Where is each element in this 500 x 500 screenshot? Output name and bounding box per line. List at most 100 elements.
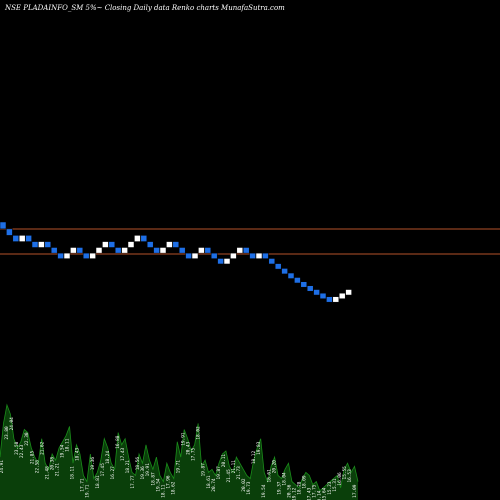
- renko-brick: [242, 247, 250, 254]
- volume-label: 20.74: [211, 478, 217, 492]
- renko-brick: [313, 289, 320, 296]
- renko-brick: [338, 292, 346, 299]
- renko-brick: [153, 247, 160, 254]
- volume-label: 17.75: [191, 447, 197, 461]
- volume-panel: [0, 403, 359, 500]
- renko-brick: [102, 241, 109, 248]
- volume-label: 23.58: [14, 441, 20, 455]
- volume-label: 18.11: [65, 438, 71, 452]
- volume-label: 18.04: [281, 472, 287, 486]
- renko-brick: [44, 241, 52, 248]
- renko-brick: [326, 296, 333, 303]
- renko-brick: [300, 281, 308, 288]
- renko-brick: [89, 252, 96, 259]
- volume-label: 19.91: [181, 432, 187, 446]
- volume-label: 21.21: [54, 463, 60, 477]
- renko-brick: [70, 247, 77, 254]
- volume-label: 23.80: [4, 426, 10, 440]
- renko-brick: [82, 252, 90, 259]
- volume-label: 17.43: [307, 487, 313, 500]
- volume-label: 17.43: [120, 447, 126, 461]
- volume-label: 20.20: [271, 460, 277, 474]
- volume-label: 21.11: [231, 460, 237, 474]
- renko-brick: [127, 241, 135, 248]
- volume-label: 18.09: [302, 475, 308, 489]
- volume-label: 18.43: [75, 447, 81, 461]
- renko-brick: [108, 241, 116, 248]
- renko-brick: [31, 241, 39, 248]
- volume-label: 17.45: [100, 463, 106, 477]
- renko-brick: [12, 235, 20, 242]
- volume-area: [0, 405, 358, 500]
- volume-label: 20.11: [221, 454, 227, 468]
- volume-label: 19.54: [261, 484, 267, 498]
- renko-brick: [172, 241, 180, 248]
- renko-brick: [294, 277, 301, 284]
- chart-title: NSE PLADAINFO_SM 5%~ Closing Daily data …: [4, 4, 285, 12]
- renko-brick: [210, 252, 218, 259]
- volume-label: 19.54: [60, 444, 66, 458]
- renko-brick: [134, 235, 141, 242]
- volume-label: 18.24: [105, 451, 111, 465]
- renko-brick: [287, 272, 295, 279]
- renko-brick: [306, 285, 314, 292]
- volume-label: 20.56: [286, 484, 292, 498]
- volume-label: 19.71: [176, 460, 182, 474]
- renko-brick: [166, 241, 173, 248]
- volume-label: 24.04: [9, 417, 15, 431]
- volume-label: 16.14: [317, 490, 323, 500]
- volume-label: 15.64: [322, 487, 328, 500]
- volume-label: 15.31: [332, 478, 338, 492]
- volume-label: 19.91: [145, 463, 151, 477]
- volume-label: 16.88: [115, 435, 121, 449]
- renko-brick: [319, 292, 327, 299]
- renko-bricks: [0, 221, 352, 303]
- volume-label: 22.58: [34, 460, 40, 474]
- renko-brick: [191, 252, 199, 259]
- volume-label: 18.61: [266, 469, 272, 483]
- volume-label: 17.71: [80, 478, 86, 492]
- volume-label: 19.37: [276, 481, 282, 495]
- volume-label: 19.12: [291, 487, 297, 500]
- renko-brick: [18, 235, 26, 242]
- volume-label: 21.73: [236, 466, 242, 480]
- renko-brick: [50, 247, 58, 254]
- volume-label: 17.09: [352, 484, 358, 498]
- renko-brick: [236, 247, 244, 254]
- renko-brick: [159, 247, 167, 254]
- renko-brick: [198, 247, 205, 254]
- renko-brick: [25, 235, 32, 242]
- volume-label: 21.85: [29, 451, 35, 465]
- volume-line: [0, 403, 359, 492]
- volume-label: 24.91: [0, 460, 5, 474]
- renko-brick: [114, 247, 122, 254]
- volume-label: 19.36: [90, 457, 96, 471]
- volume-label: 17.75: [312, 484, 318, 498]
- volume-label: 20.02: [241, 478, 247, 492]
- volume-label: 21.48: [44, 466, 50, 480]
- volume-label: 20.38: [49, 457, 55, 471]
- volume-label: 19.83: [256, 441, 262, 455]
- volume-label: 15.55: [342, 466, 348, 480]
- volume-label: 22.30: [24, 432, 30, 446]
- volume-label: 19.36: [140, 466, 146, 480]
- volume-label: 18.56: [135, 457, 141, 471]
- volume-label: 18.81: [95, 475, 101, 489]
- volume-label: 18.61: [206, 475, 212, 489]
- renko-brick: [204, 247, 212, 254]
- volume-label: 18.87: [150, 472, 156, 486]
- volume-label: 21.62: [39, 441, 45, 455]
- volume-label: 19.87: [216, 466, 222, 480]
- renko-brick: [57, 252, 64, 259]
- renko-brick: [178, 247, 186, 254]
- renko-brick: [0, 221, 7, 230]
- renko-brick: [332, 296, 340, 303]
- renko-brick: [223, 258, 231, 265]
- volume-label: 19.87: [201, 463, 207, 477]
- volume-label: 16.27: [110, 466, 116, 480]
- renko-brick: [230, 252, 237, 259]
- volume-label: 16.53: [347, 469, 353, 483]
- renko-brick: [268, 258, 276, 265]
